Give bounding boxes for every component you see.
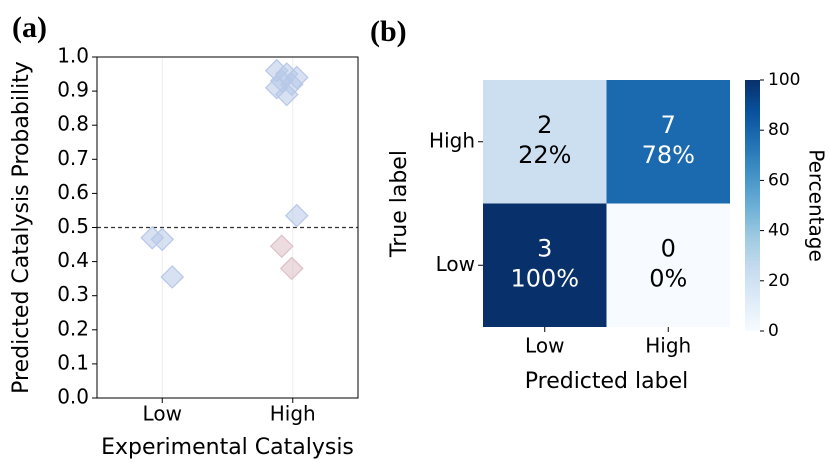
cell-percent: 78% — [642, 141, 695, 169]
x-axis-label: Predicted label — [525, 369, 688, 394]
y-tick-label: 0.5 — [57, 214, 89, 238]
colorbar-tick-label: 20 — [768, 271, 790, 291]
colorbar-tick-label: 80 — [768, 120, 790, 140]
heatmap-cell — [483, 203, 607, 327]
colorbar-tick-label: 40 — [768, 221, 790, 241]
colorbar-tick-label: 0 — [768, 321, 779, 341]
x-tick-label: Low — [525, 334, 564, 358]
plot-frame — [96, 56, 359, 399]
y-tick-label: 1.0 — [57, 44, 89, 68]
y-tick-label: 0.1 — [57, 350, 89, 374]
y-axis-label: Predicted Catalysis Probability — [9, 61, 34, 394]
x-tick-label: High — [270, 402, 316, 426]
data-point — [160, 265, 185, 289]
y-axis-label: True label — [387, 150, 412, 258]
x-tick-label: High — [645, 334, 691, 358]
y-tick-label: 0.4 — [57, 248, 89, 272]
cell-count: 0 — [661, 234, 676, 262]
cell-percent: 0% — [649, 264, 687, 292]
heatmap-cell — [606, 203, 730, 327]
y-tick-label: 0.8 — [57, 112, 89, 136]
data-point — [274, 82, 299, 107]
colorbar — [745, 80, 760, 331]
colorbar-tick-label: 100 — [768, 70, 800, 90]
cell-percent: 22% — [518, 141, 571, 169]
data-point — [284, 203, 309, 228]
cell-count: 3 — [537, 234, 552, 262]
heatmap-cell — [483, 80, 607, 204]
y-tick-label: 0.6 — [57, 180, 89, 204]
y-tick-label: 0.9 — [57, 78, 89, 102]
data-point — [150, 227, 175, 252]
heatmap-cell — [606, 80, 730, 204]
x-tick-label: Low — [143, 402, 182, 426]
y-tick-label: 0.0 — [57, 385, 89, 409]
x-axis-label: Experimental Catalysis — [101, 435, 354, 459]
panel-label: (a) — [12, 11, 47, 44]
panel-label: (b) — [370, 15, 407, 48]
y-tick-label: 0.2 — [57, 316, 89, 340]
cell-percent: 100% — [510, 264, 579, 292]
data-point — [279, 256, 304, 281]
y-tick-label: 0.3 — [57, 282, 89, 306]
y-tick-label: 0.7 — [57, 146, 89, 170]
colorbar-label: Percentage — [805, 149, 829, 262]
y-tick-label: High — [429, 128, 475, 152]
data-point — [269, 234, 294, 259]
y-tick-label: Low — [436, 252, 475, 276]
colorbar-tick-label: 60 — [768, 170, 790, 190]
cell-count: 2 — [537, 111, 552, 139]
cell-count: 7 — [661, 111, 676, 139]
